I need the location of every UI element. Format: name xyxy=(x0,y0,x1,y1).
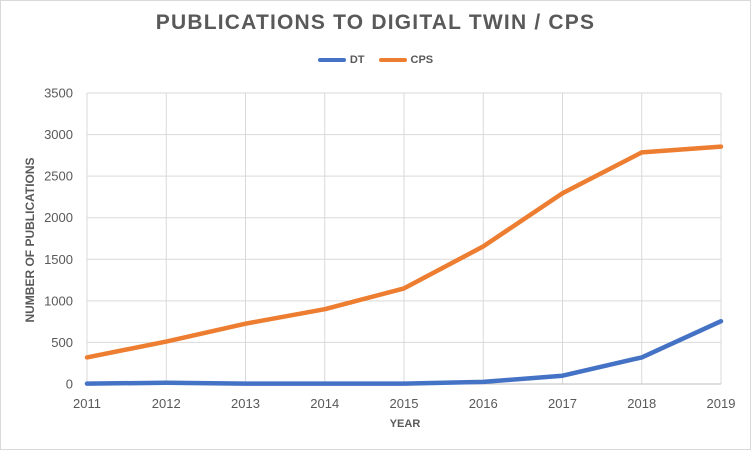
y-tick-label: 2500 xyxy=(44,169,73,184)
y-tick-label: 3500 xyxy=(44,86,73,101)
x-tick-label: 2014 xyxy=(310,396,339,411)
x-tick-label: 2012 xyxy=(152,396,181,411)
series-line-cps xyxy=(84,144,724,360)
x-tick-label: 2018 xyxy=(627,396,656,411)
y-tick-label: 1000 xyxy=(44,293,73,308)
legend-label-dt: DT xyxy=(349,54,365,66)
chart-legend: DT CPS xyxy=(0,54,751,66)
y-tick-label: 3000 xyxy=(44,127,73,142)
y-tick-label: 1500 xyxy=(44,252,73,267)
series-line-dt xyxy=(84,318,724,386)
x-tick-label: 2011 xyxy=(73,396,101,411)
y-tick-label: 2000 xyxy=(44,210,73,225)
x-axis-label: YEAR xyxy=(389,418,421,430)
y-tick-label: 500 xyxy=(51,335,73,350)
y-tick-label: 0 xyxy=(66,377,73,392)
x-tick-label: 2013 xyxy=(231,396,260,411)
x-tick-label: 2016 xyxy=(469,396,498,411)
x-tick-label: 2019 xyxy=(707,396,736,411)
legend-swatch-dt xyxy=(317,58,346,62)
chart-title: PUBLICATIONS TO DIGITAL TWIN / CPS xyxy=(155,11,596,34)
x-tick-label: 2017 xyxy=(548,396,577,411)
legend-item-dt: DT xyxy=(317,54,365,66)
legend-item-cps: CPS xyxy=(378,54,434,66)
legend-label-cps: CPS xyxy=(410,54,434,66)
legend-swatch-cps xyxy=(378,58,407,62)
x-tick-label: 2015 xyxy=(390,396,419,411)
